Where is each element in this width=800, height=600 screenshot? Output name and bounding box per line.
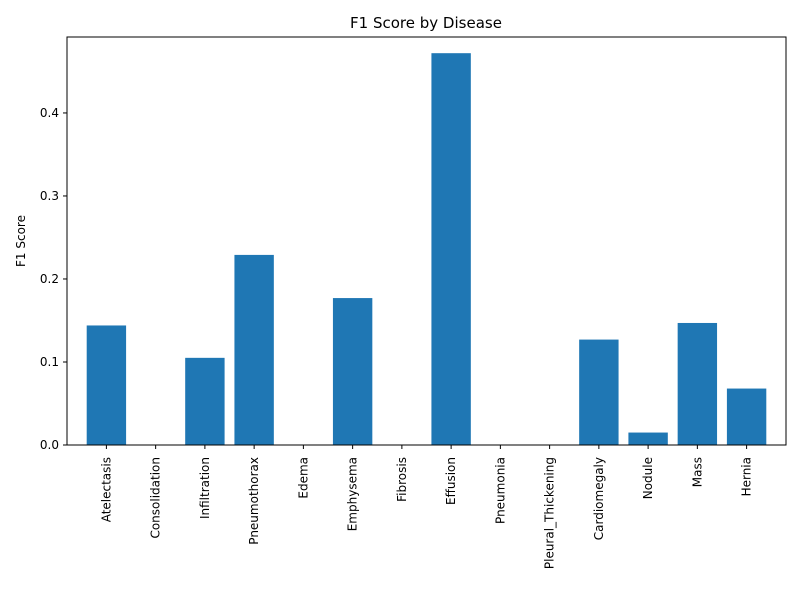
y-tick-label: 0.4 [40, 106, 59, 120]
x-tick-label: Infiltration [198, 457, 212, 519]
x-tick-label: Cardiomegaly [592, 457, 606, 540]
x-tick-label: Effusion [444, 457, 458, 505]
y-tick-label: 0.2 [40, 272, 59, 286]
bar-mass [677, 322, 718, 445]
x-tick-label: Pneumothorax [247, 457, 261, 545]
x-tick-label: Pleural_Thickening [543, 457, 557, 569]
bar-atelectasis [86, 325, 127, 445]
y-axis: 0.0 0.1 0.2 0.3 0.4 [40, 106, 67, 452]
x-tick-label: Emphysema [346, 457, 360, 531]
bars-group [86, 53, 767, 445]
y-axis-label: F1 Score [14, 215, 28, 267]
x-tick-label: Nodule [641, 457, 655, 499]
bar-cardiomegaly [579, 339, 619, 445]
x-tick-label: Atelectasis [99, 457, 113, 522]
x-tick-label: Fibrosis [395, 457, 409, 502]
x-tick-label: Consolidation [149, 457, 163, 539]
y-tick-label: 0.1 [40, 355, 59, 369]
x-tick-label: Pneumonia [493, 457, 507, 524]
x-tick-label: Mass [690, 457, 704, 487]
bar-emphysema [332, 298, 373, 445]
bar-hernia [726, 388, 767, 445]
y-tick-label: 0.3 [40, 189, 59, 203]
y-tick-label: 0.0 [40, 438, 59, 452]
x-axis: Atelectasis Consolidation Infiltration Pneu… [99, 445, 754, 569]
bar-effusion [431, 53, 471, 445]
plot-frame [66, 36, 787, 446]
chart-title: F1 Score by Disease [350, 14, 502, 32]
x-tick-label: Hernia [740, 457, 754, 496]
x-tick-label: Edema [296, 457, 310, 499]
bar-nodule [628, 432, 668, 445]
bar-infiltration [185, 357, 225, 445]
bar-pneumothorax [234, 254, 274, 445]
